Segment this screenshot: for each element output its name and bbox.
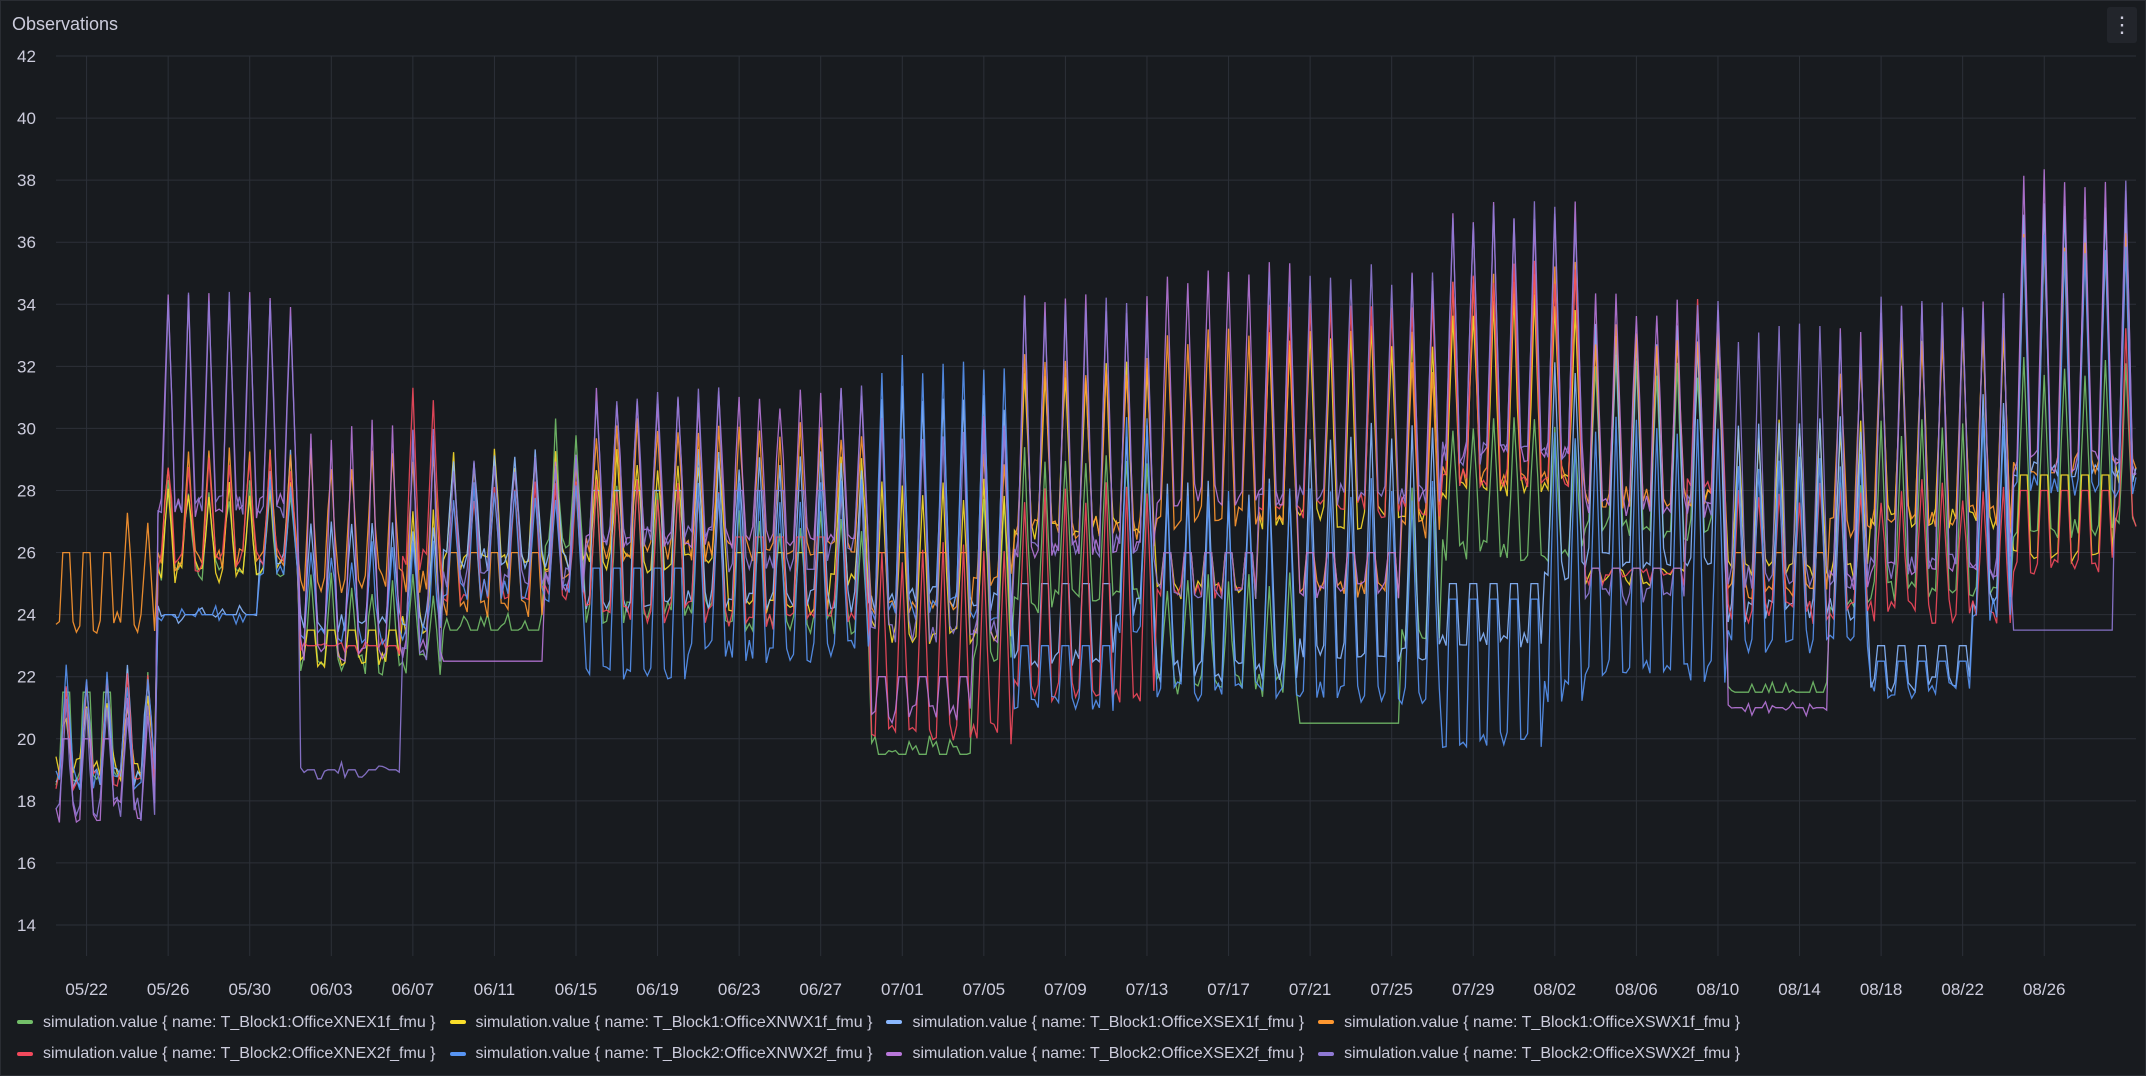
y-tick-label: 38 bbox=[17, 171, 36, 190]
y-tick-label: 22 bbox=[17, 668, 36, 687]
series-line bbox=[55, 203, 2137, 789]
legend-label: simulation.value { name: T_Block1:Office… bbox=[1344, 1013, 1741, 1031]
y-tick-label: 16 bbox=[17, 854, 36, 873]
legend: simulation.value { name: T_Block1:Office… bbox=[17, 1005, 2127, 1068]
series-line bbox=[55, 180, 2137, 821]
y-tick-label: 42 bbox=[17, 47, 36, 66]
x-tick-label: 08/18 bbox=[1860, 980, 1903, 999]
legend-swatch bbox=[886, 1051, 903, 1056]
legend-item[interactable]: simulation.value { name: T_Block1:Office… bbox=[17, 1008, 436, 1037]
series-line bbox=[55, 260, 2137, 793]
legend-label: simulation.value { name: T_Block2:Office… bbox=[1344, 1045, 1741, 1062]
y-tick-label: 14 bbox=[17, 916, 36, 935]
legend-item[interactable]: simulation.value { name: T_Block2:Office… bbox=[17, 1039, 436, 1068]
legend-item[interactable]: simulation.value { name: T_Block1:Office… bbox=[449, 1008, 873, 1037]
y-tick-label: 34 bbox=[17, 295, 36, 314]
y-tick-label: 30 bbox=[17, 419, 36, 438]
legend-item[interactable]: simulation.value { name: T_Block2:Office… bbox=[886, 1039, 1304, 1068]
x-tick-label: 06/19 bbox=[636, 980, 679, 999]
x-tick-label: 08/06 bbox=[1615, 980, 1658, 999]
x-tick-label: 08/14 bbox=[1778, 980, 1821, 999]
y-tick-label: 20 bbox=[17, 730, 36, 749]
legend-swatch bbox=[449, 1020, 466, 1024]
x-tick-label: 08/10 bbox=[1697, 980, 1740, 999]
legend-label: simulation.value { name: T_Block1:Office… bbox=[912, 1013, 1305, 1031]
legend-swatch bbox=[17, 1051, 33, 1056]
x-tick-label: 08/02 bbox=[1534, 980, 1577, 999]
line-chart[interactable]: 14 16 18 20 22 24 26 28 30 32 34 36 38 40 42 05/22 05/26… bbox=[1, 1, 2146, 1001]
legend-label: simulation.value { name: T_Block2:Office… bbox=[43, 1045, 436, 1062]
x-tick-label: 06/15 bbox=[555, 980, 598, 999]
x-tick-label: 08/22 bbox=[1941, 980, 1984, 999]
legend-label: simulation.value { name: T_Block2:Office… bbox=[475, 1045, 873, 1062]
legend-swatch bbox=[17, 1020, 33, 1024]
series-line bbox=[55, 169, 2137, 824]
y-tick-label: 32 bbox=[17, 357, 36, 376]
x-tick-label: 07/13 bbox=[1126, 980, 1169, 999]
series-line bbox=[55, 213, 2137, 783]
x-tick-label: 05/26 bbox=[147, 980, 190, 999]
legend-swatch bbox=[886, 1020, 903, 1024]
x-tick-label: 06/11 bbox=[474, 980, 515, 999]
x-tick-label: 05/30 bbox=[228, 980, 271, 999]
legend-item[interactable]: simulation.value { name: T_Block2:Office… bbox=[1318, 1039, 1740, 1068]
x-tick-label: 06/07 bbox=[392, 980, 435, 999]
y-tick-label: 40 bbox=[17, 109, 36, 128]
legend-swatch bbox=[1318, 1020, 1335, 1024]
x-tick-label: 06/23 bbox=[718, 980, 761, 999]
legend-item[interactable]: simulation.value { name: T_Block1:Office… bbox=[886, 1008, 1304, 1037]
x-tick-label: 07/09 bbox=[1044, 980, 1087, 999]
x-tick-label: 07/05 bbox=[963, 980, 1006, 999]
y-tick-label: 26 bbox=[17, 544, 36, 563]
x-tick-label: 07/01 bbox=[881, 980, 924, 999]
y-tick-label: 28 bbox=[17, 481, 36, 500]
y-tick-label: 36 bbox=[17, 233, 36, 252]
series-line bbox=[55, 234, 2137, 791]
legend-item[interactable]: simulation.value { name: T_Block1:Office… bbox=[1318, 1008, 1740, 1037]
legend-label: simulation.value { name: T_Block1:Office… bbox=[475, 1013, 873, 1031]
legend-swatch bbox=[449, 1051, 466, 1056]
x-tick-label: 07/25 bbox=[1370, 980, 1413, 999]
panel-title: Observations bbox=[12, 14, 119, 34]
legend-label: simulation.value { name: T_Block1:Office… bbox=[43, 1013, 436, 1031]
x-tick-label: 07/29 bbox=[1452, 980, 1495, 999]
x-tick-label: 06/27 bbox=[799, 980, 842, 999]
x-tick-label: 06/03 bbox=[310, 980, 353, 999]
legend-swatch bbox=[1318, 1051, 1335, 1056]
x-tick-label: 07/17 bbox=[1207, 980, 1250, 999]
x-tick-label: 07/21 bbox=[1289, 980, 1332, 999]
y-tick-label: 24 bbox=[17, 606, 36, 625]
legend-item[interactable]: simulation.value { name: T_Block2:Office… bbox=[449, 1039, 873, 1068]
vertical-ellipsis-icon[interactable]: ⋮ bbox=[2107, 7, 2137, 43]
legend-label: simulation.value { name: T_Block2:Office… bbox=[912, 1045, 1305, 1062]
x-tick-label: 08/26 bbox=[2023, 980, 2066, 999]
x-tick-label: 05/22 bbox=[65, 980, 108, 999]
y-tick-label: 18 bbox=[17, 792, 36, 811]
